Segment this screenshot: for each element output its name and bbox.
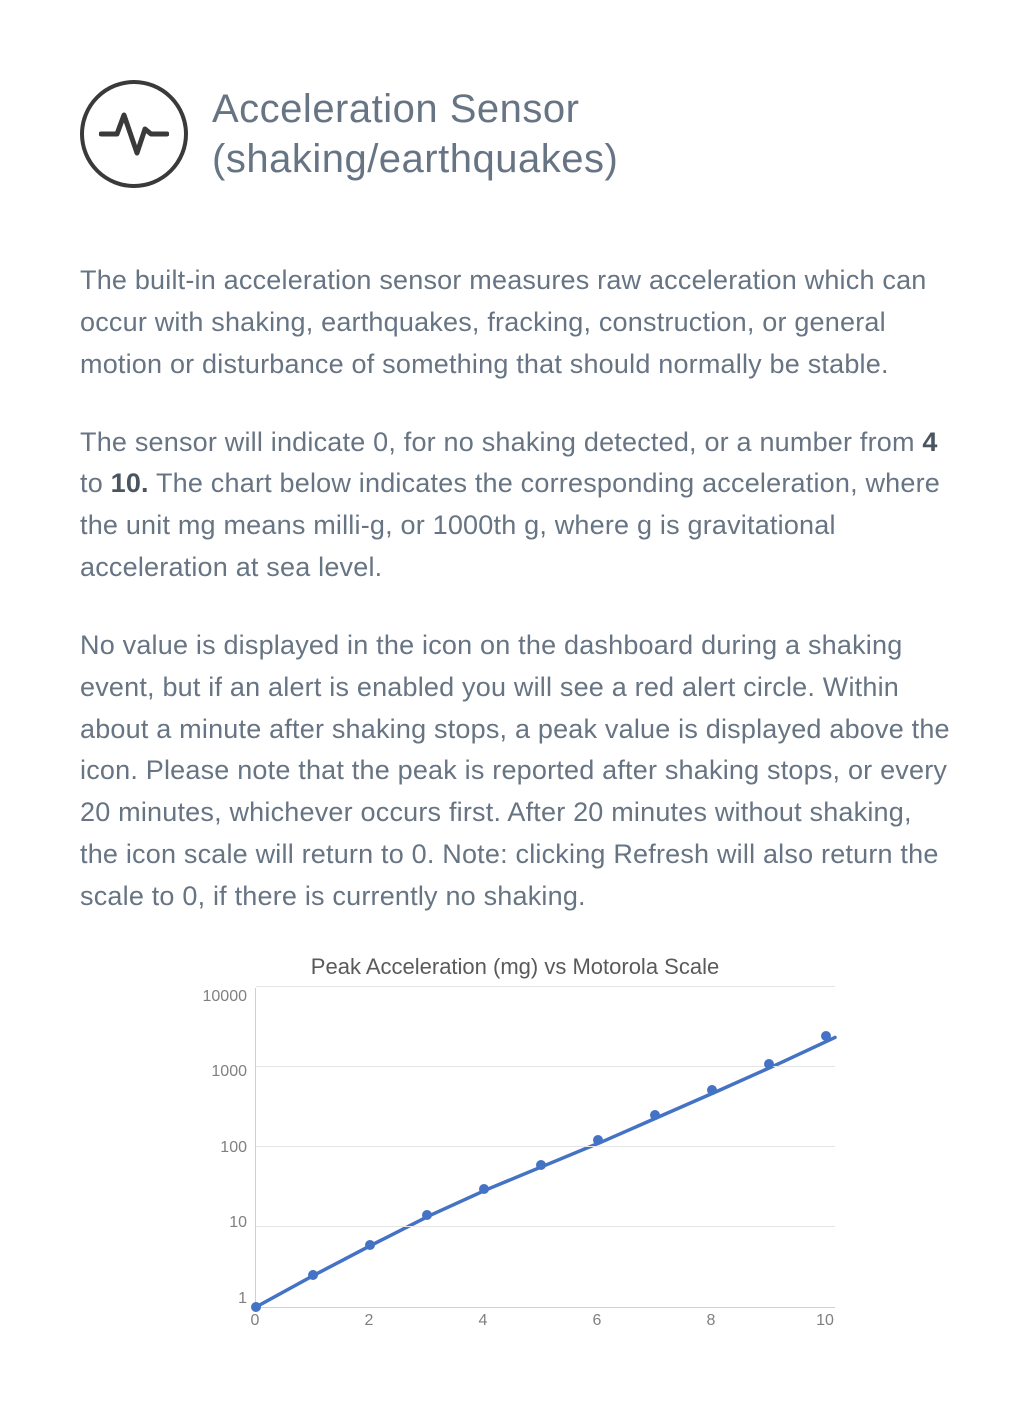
chart-area: 10000 1000 100 10 1 xyxy=(195,988,835,1308)
data-point xyxy=(536,1160,546,1170)
p2-text-a: The sensor will indicate 0, for no shaki… xyxy=(80,427,922,457)
gridline xyxy=(256,986,835,987)
data-point xyxy=(650,1110,660,1120)
y-tick-label: 10 xyxy=(229,1214,247,1232)
chart-line-svg xyxy=(256,988,835,1307)
y-tick-label: 1000 xyxy=(211,1063,247,1081)
activity-icon-svg xyxy=(99,109,169,159)
paragraph-2: The sensor will indicate 0, for no shaki… xyxy=(80,422,950,589)
paragraph-1: The built-in acceleration sensor measure… xyxy=(80,260,950,386)
x-tick-label: 10 xyxy=(816,1312,834,1330)
data-point xyxy=(251,1302,261,1312)
x-tick-label: 6 xyxy=(593,1312,602,1330)
gridline xyxy=(256,1146,835,1147)
p2-bold-2: 10. xyxy=(111,468,149,498)
chart-line xyxy=(256,1037,835,1307)
x-axis: 0246810 xyxy=(255,1312,825,1336)
x-tick-label: 8 xyxy=(707,1312,716,1330)
p2-text-c: to xyxy=(80,468,111,498)
p2-text-d: The chart below indicates the correspond… xyxy=(80,468,940,582)
chart-container: Peak Acceleration (mg) vs Motorola Scale… xyxy=(195,954,835,1336)
data-point xyxy=(479,1184,489,1194)
header: Acceleration Sensor (shaking/earthquakes… xyxy=(80,80,950,188)
title-block: Acceleration Sensor (shaking/earthquakes… xyxy=(212,84,618,184)
y-tick-label: 1 xyxy=(238,1290,247,1308)
y-tick-label: 10000 xyxy=(203,988,248,1006)
x-tick-label: 0 xyxy=(251,1312,260,1330)
activity-icon xyxy=(80,80,188,188)
chart-title: Peak Acceleration (mg) vs Motorola Scale xyxy=(195,954,835,980)
x-tick-label: 4 xyxy=(479,1312,488,1330)
chart-plot xyxy=(255,988,835,1308)
data-point xyxy=(365,1240,375,1250)
data-point xyxy=(707,1085,717,1095)
p2-bold-1: 4 xyxy=(922,427,937,457)
x-tick-label: 2 xyxy=(365,1312,374,1330)
title-line-1: Acceleration Sensor xyxy=(212,84,618,134)
data-point xyxy=(821,1031,831,1041)
paragraph-3: No value is displayed in the icon on the… xyxy=(80,625,950,918)
title-line-2: (shaking/earthquakes) xyxy=(212,134,618,184)
gridline xyxy=(256,1226,835,1227)
y-axis: 10000 1000 100 10 1 xyxy=(195,988,255,1308)
data-point xyxy=(764,1059,774,1069)
y-tick-label: 100 xyxy=(220,1139,247,1157)
gridline xyxy=(256,1066,835,1067)
data-point xyxy=(422,1210,432,1220)
data-point xyxy=(593,1135,603,1145)
data-point xyxy=(308,1270,318,1280)
